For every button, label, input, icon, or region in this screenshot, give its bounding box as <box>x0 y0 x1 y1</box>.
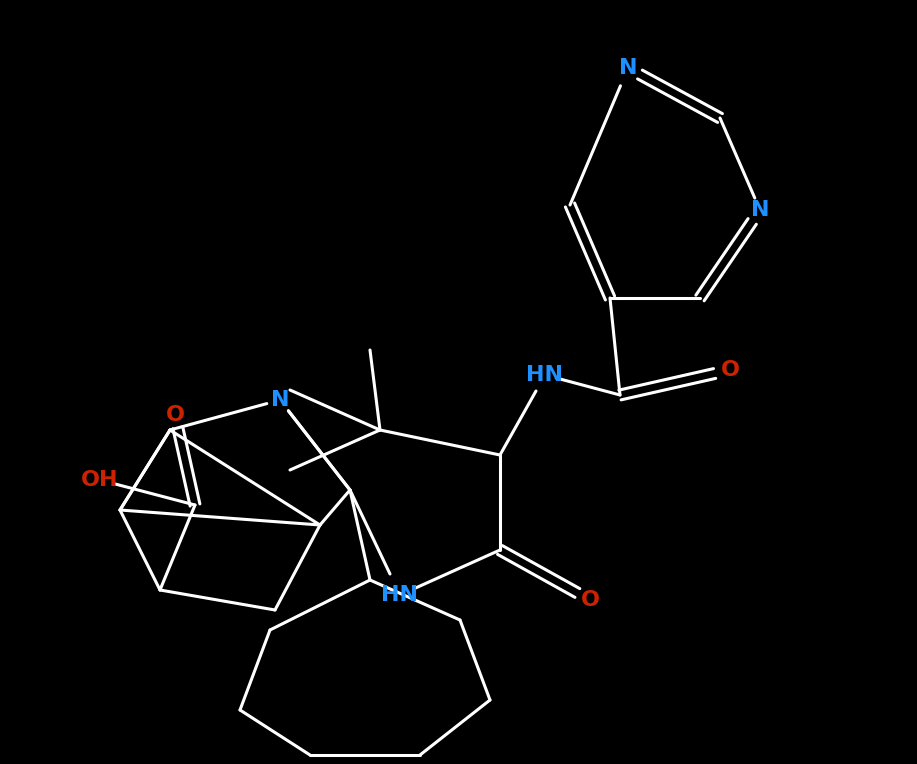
Text: O: O <box>580 590 600 610</box>
Text: N: N <box>751 200 769 220</box>
Text: O: O <box>165 405 184 425</box>
Text: N: N <box>619 58 637 78</box>
Text: OH: OH <box>82 470 118 490</box>
Text: O: O <box>721 360 739 380</box>
Text: HN: HN <box>381 585 418 605</box>
Text: N: N <box>271 390 289 410</box>
Text: HN: HN <box>526 365 564 385</box>
